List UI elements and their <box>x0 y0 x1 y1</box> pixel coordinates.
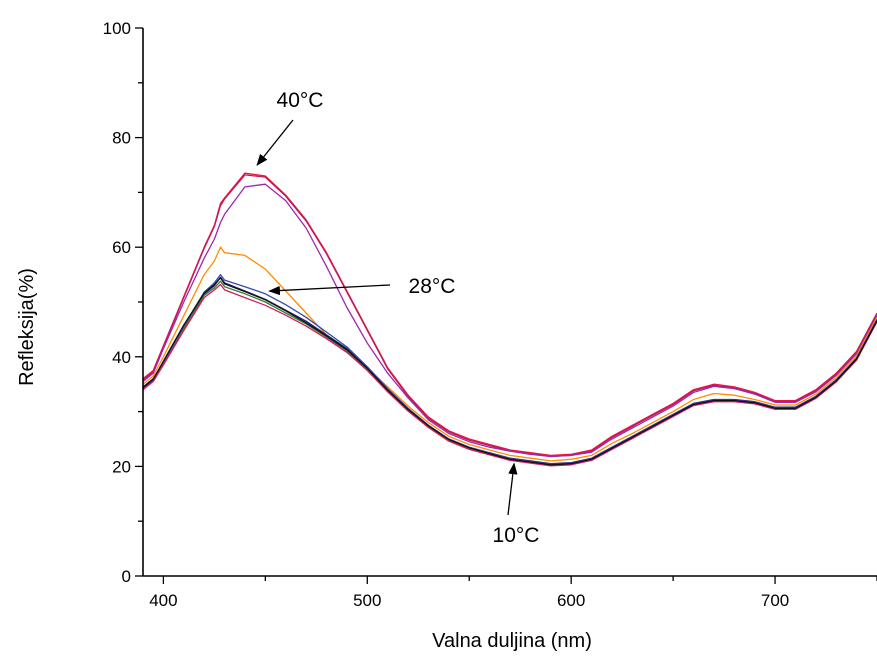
series-line-2 <box>143 174 877 458</box>
x-tick-label: 400 <box>149 591 177 610</box>
axes: 0 20 40 60 80 100 400 500 600 700 <box>103 19 877 610</box>
annotations: 40°C 28°C 10°C <box>256 89 540 547</box>
series-line-8 <box>143 283 877 467</box>
series-line-7 <box>143 273 877 465</box>
x-tick-label: 500 <box>353 591 381 610</box>
y-tick-label: 20 <box>112 457 131 476</box>
y-tick-label: 60 <box>112 238 131 257</box>
y-axis-title: Refleksija(%) <box>16 268 38 386</box>
series-line-3 <box>143 183 877 458</box>
x-axis-title: Valna duljina (nm) <box>432 630 592 652</box>
series-line-4 <box>143 246 877 462</box>
x-tick-label: 700 <box>761 591 789 610</box>
annotation-arrow <box>507 462 518 516</box>
y-tick-label: 0 <box>122 567 131 586</box>
annotation-label: 28°C <box>409 275 456 298</box>
y-tick-label: 100 <box>103 19 131 38</box>
y-tick-label: 80 <box>112 129 131 148</box>
series-line-9 <box>143 277 877 466</box>
x-tick-label: 600 <box>557 591 585 610</box>
annotation-label: 10°C <box>493 524 540 547</box>
y-tick-label: 40 <box>112 348 131 367</box>
annotation-label: 40°C <box>277 89 324 112</box>
series-line-5 <box>143 276 877 465</box>
series-group <box>143 172 877 467</box>
annotation-arrow <box>256 119 294 166</box>
annotation-arrow <box>268 284 391 296</box>
series-line-6 <box>143 280 877 466</box>
series-line-1 <box>143 172 877 457</box>
